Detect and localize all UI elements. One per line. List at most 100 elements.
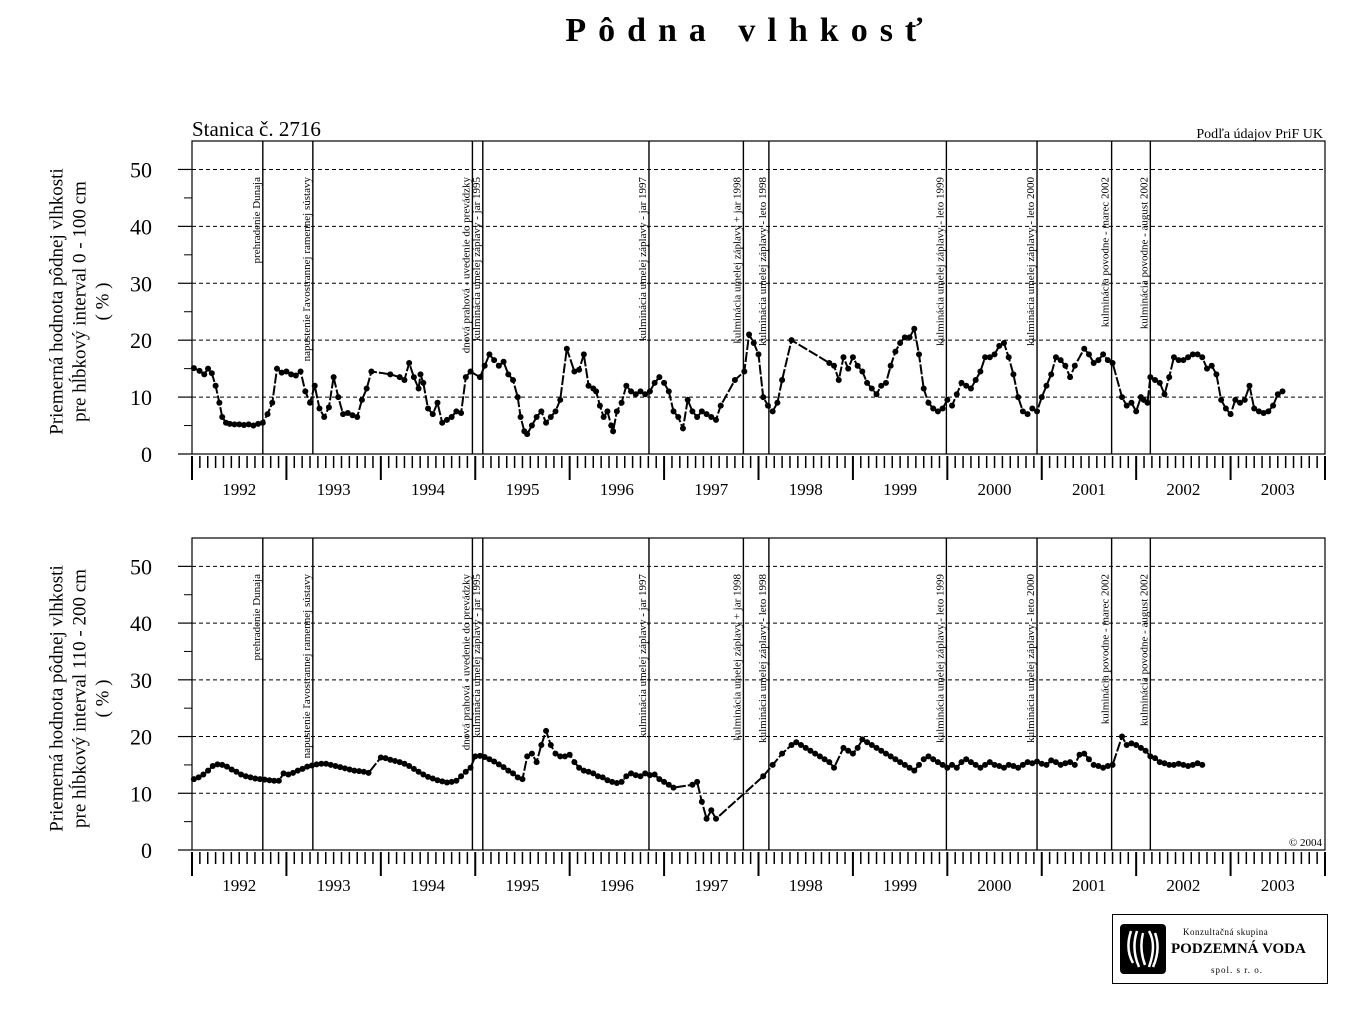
data-point <box>887 362 894 369</box>
data-point <box>1279 388 1286 395</box>
data-point <box>462 374 469 381</box>
data-point <box>368 368 375 375</box>
data-point <box>953 391 960 398</box>
data-point <box>1274 391 1281 398</box>
data-point <box>892 348 899 355</box>
data-point <box>610 428 617 435</box>
data-point <box>491 357 498 364</box>
data-point <box>670 408 677 415</box>
data-point <box>864 379 871 386</box>
data-point <box>1000 340 1007 347</box>
data-point <box>1090 359 1097 366</box>
data-point <box>259 419 266 426</box>
data-point <box>429 411 436 418</box>
data-point <box>278 369 285 376</box>
data-point <box>292 372 299 379</box>
data-point <box>307 399 314 406</box>
data-point <box>1246 382 1253 389</box>
data-point <box>1119 394 1126 401</box>
data-point <box>1270 402 1277 409</box>
data-point <box>972 377 979 384</box>
data-point <box>1029 405 1036 412</box>
data-point <box>689 408 696 415</box>
data-point <box>769 408 776 415</box>
data-point <box>930 405 937 412</box>
data-point <box>1189 351 1196 358</box>
data-point <box>760 394 767 401</box>
data-point <box>1260 410 1267 417</box>
data-point <box>547 414 554 421</box>
data-point <box>694 414 701 421</box>
y-tick-label: 0 <box>141 442 152 467</box>
station-label: Stanica č. 2716 <box>192 117 321 141</box>
data-point <box>1180 357 1187 364</box>
data-point <box>1038 394 1045 401</box>
data-point <box>1152 377 1159 384</box>
data-point <box>774 399 781 406</box>
data-point <box>845 365 852 372</box>
data-point <box>517 414 524 421</box>
data-point <box>613 408 620 415</box>
data-point <box>1265 408 1272 415</box>
data-point <box>453 408 460 415</box>
data-point <box>1241 396 1248 403</box>
data-point <box>859 368 866 375</box>
event-label: kulminácia umelej záplavy - leto 1999 <box>934 177 946 346</box>
data-point <box>1048 371 1055 378</box>
data-point <box>500 358 507 365</box>
event-label: kulminácia umelej záplavy - jar 1995 <box>471 177 483 342</box>
data-point <box>1144 399 1151 406</box>
data-point <box>679 425 686 432</box>
data-point <box>596 402 603 409</box>
data-point <box>524 431 531 438</box>
data-point <box>1227 411 1234 418</box>
data-point <box>1128 399 1135 406</box>
x-tick-label: 1992 <box>222 480 256 499</box>
data-point <box>510 377 517 384</box>
data-point <box>1199 354 1206 361</box>
x-tick-label: 2001 <box>1072 480 1106 499</box>
data-point <box>656 374 663 381</box>
data-point <box>467 368 474 375</box>
data-point <box>764 402 771 409</box>
data-point <box>1222 405 1229 412</box>
data-point <box>354 414 361 421</box>
data-point <box>1161 391 1168 398</box>
data-point <box>1100 351 1107 358</box>
data-point <box>906 334 913 341</box>
data-point <box>665 388 672 395</box>
data-point <box>925 399 932 406</box>
data-point <box>476 374 483 381</box>
data-point <box>623 382 630 389</box>
data-point <box>967 385 974 392</box>
data-point <box>321 414 328 421</box>
data-point <box>212 382 219 389</box>
logo-line-1: Konzultačná skupina <box>1183 927 1269 937</box>
data-point <box>1147 374 1154 381</box>
data-point <box>916 351 923 358</box>
x-tick-label: 2002 <box>1166 480 1200 499</box>
data-point <box>538 408 545 415</box>
data-point <box>637 388 644 395</box>
data-point <box>882 379 889 386</box>
event-label: napustenie ľavostrannej ramennej sústavy <box>301 177 313 362</box>
data-point <box>302 388 309 395</box>
data-point <box>779 377 786 384</box>
data-point <box>840 354 847 361</box>
data-point <box>1232 396 1239 403</box>
data-point <box>1156 379 1163 386</box>
data-point <box>1057 357 1064 364</box>
event-label: kulminácia povodne - august 2002 <box>1138 177 1150 329</box>
data-point <box>528 422 535 429</box>
data-point <box>703 411 710 418</box>
data-point <box>420 379 427 386</box>
data-point <box>826 359 833 366</box>
logo-line-2: PODZEMNÁ VODA <box>1171 941 1306 957</box>
data-point <box>1166 374 1173 381</box>
data-point <box>288 371 295 378</box>
x-tick-label: 1999 <box>883 480 917 499</box>
data-point <box>425 405 432 412</box>
data-point <box>1208 362 1215 369</box>
data-point <box>1255 408 1262 415</box>
